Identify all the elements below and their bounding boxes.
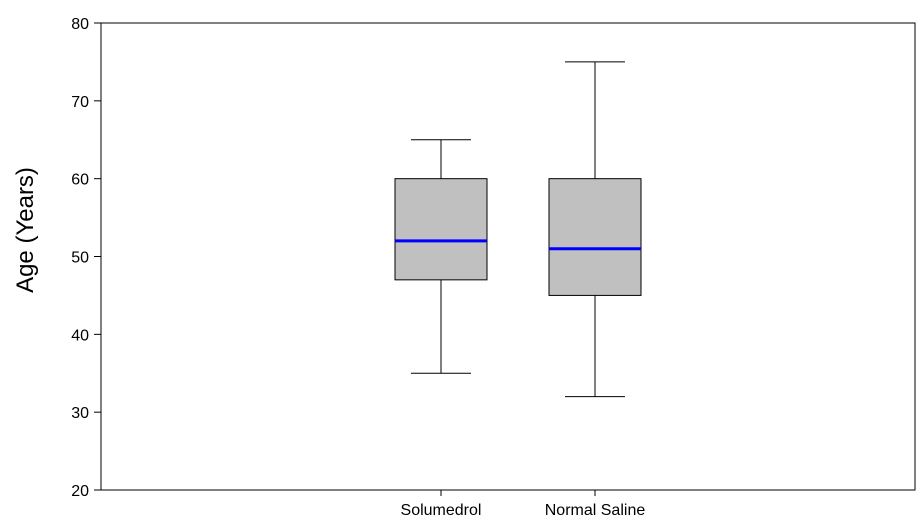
x-tick-label: Solumedrol — [401, 502, 482, 519]
y-axis-ticks: 20 30 40 50 60 70 80 — [71, 16, 101, 500]
y-axis-title: Age (Years) — [12, 167, 39, 293]
box-1 — [394, 139, 488, 374]
y-tick-label: 20 — [71, 483, 89, 500]
x-tick-label: Normal Saline — [545, 502, 646, 519]
y-tick-label: 80 — [71, 16, 89, 33]
x-axis-ticks: Solumedrol Normal Saline — [401, 490, 646, 519]
iqr-box — [394, 178, 488, 281]
box-2 — [548, 61, 642, 398]
box-series — [394, 61, 642, 398]
y-tick-label: 70 — [71, 94, 89, 111]
y-tick-label: 50 — [71, 250, 89, 267]
y-tick-label: 40 — [71, 327, 89, 344]
y-tick-label: 60 — [71, 172, 89, 189]
iqr-box — [548, 178, 642, 296]
y-tick-label: 30 — [71, 405, 89, 422]
plot-frame — [100, 22, 916, 491]
